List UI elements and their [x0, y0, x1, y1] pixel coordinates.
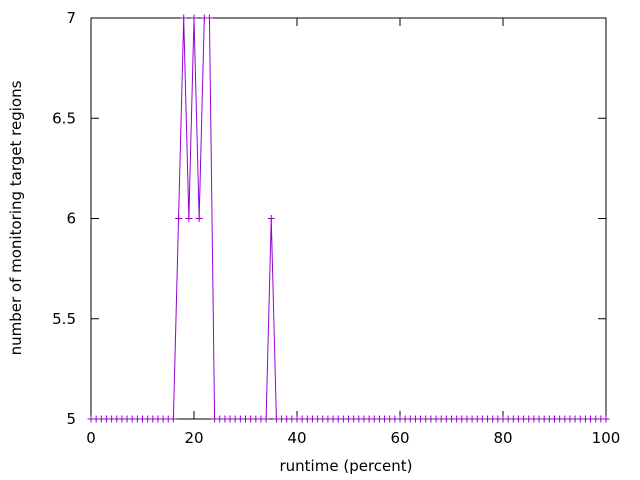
- x-tick-label: 60: [390, 429, 409, 447]
- y-tick-label: 6: [66, 210, 76, 228]
- data-point-marker: [602, 415, 610, 423]
- series-layer: [87, 14, 610, 423]
- data-point-marker: [267, 215, 275, 222]
- x-axis-title: runtime (percent): [280, 457, 413, 475]
- y-axis-title: number of monitoring target regions: [7, 80, 25, 355]
- y-tick-label: 6.5: [52, 109, 76, 127]
- x-tick-label: 80: [493, 429, 512, 447]
- y-tick-label: 7: [66, 9, 76, 27]
- data-point-marker: [195, 215, 203, 222]
- plot-area-frame: [90, 17, 607, 420]
- data-point-marker: [262, 415, 270, 423]
- x-tick-label: 100: [592, 429, 621, 447]
- data-point-marker: [175, 215, 183, 222]
- y-axis: 5 5.5 6 6.5 7: [52, 9, 606, 428]
- data-point-marker: [205, 14, 213, 22]
- data-point-marker: [180, 14, 188, 22]
- x-tick-label: 40: [287, 429, 306, 447]
- x-tick-label: 0: [86, 429, 96, 447]
- data-point-marker: [185, 215, 193, 222]
- x-axis: 0 20 40 60 80 100: [86, 18, 620, 447]
- data-point-marker: [190, 14, 198, 22]
- x-tick-label: 20: [184, 429, 203, 447]
- data-point-marker: [169, 415, 177, 423]
- series-line: [91, 17, 606, 420]
- y-tick-label: 5: [66, 410, 76, 428]
- y-tick-label: 5.5: [52, 310, 76, 328]
